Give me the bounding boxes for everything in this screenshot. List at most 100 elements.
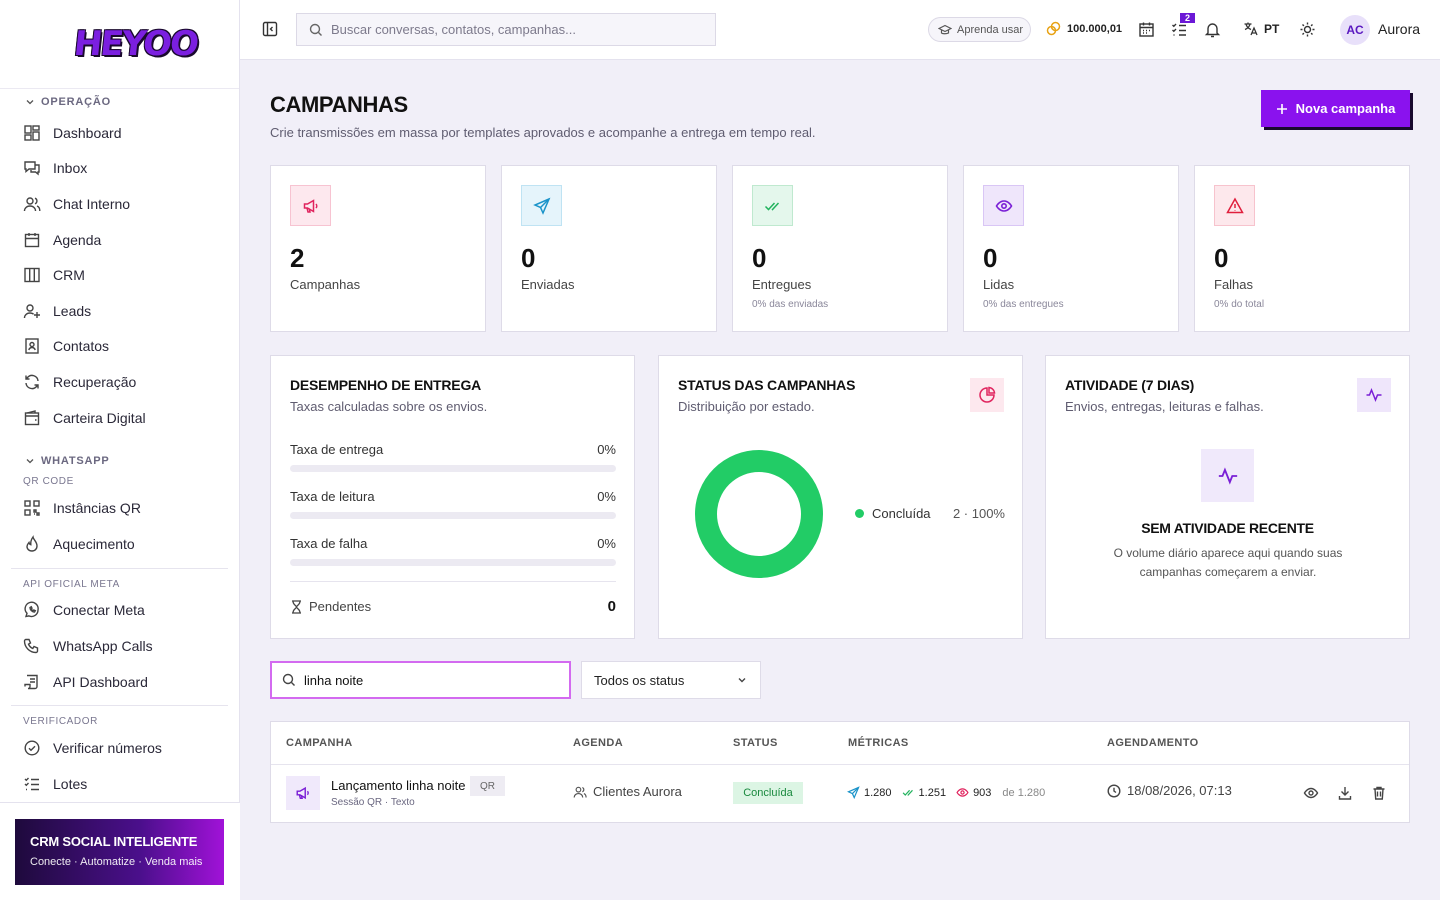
stat-value: 0: [1214, 243, 1229, 273]
panel-subtitle: Taxas calculadas sobre os envios.: [290, 399, 488, 414]
stat-label: Falhas: [1214, 277, 1254, 292]
divider: [11, 705, 228, 707]
donut-slice-conclu-da[interactable]: [695, 450, 823, 578]
subsection-api-oficial: API OFICIAL META: [23, 578, 120, 590]
sidebar-item-chat-interno[interactable]: Chat Interno: [11, 186, 228, 222]
sidebar-item-leads[interactable]: Leads: [11, 293, 228, 329]
panel-subtitle: Envios, entregas, leituras e falhas.: [1065, 399, 1264, 414]
rate-progress-bar: [290, 512, 616, 519]
sidebar-item-dashboard[interactable]: Dashboard: [11, 115, 228, 151]
metric-sent-value: 1.280: [864, 786, 892, 799]
stat-label: Enviadas: [521, 277, 575, 292]
sidebar-item-label: Aquecimento: [53, 535, 135, 552]
sidebar-item-contatos[interactable]: Contatos: [11, 329, 228, 365]
sidebar-item-api-dashboard[interactable]: API Dashboard: [11, 664, 228, 700]
global-search[interactable]: [296, 13, 716, 46]
users-icon: [23, 197, 41, 212]
column-header-agendamento[interactable]: AGENDAMENTO: [1107, 737, 1199, 749]
page-subtitle: Crie transmissões em massa por templates…: [270, 125, 816, 140]
sidebar-footer: CRM SOCIAL INTELIGENTE Conecte · Automat…: [0, 802, 240, 900]
metric-delivered-value: 1.251: [918, 786, 947, 799]
stat-note: 0% das entregues: [983, 299, 1064, 310]
sidebar-item-aquecimento[interactable]: Aquecimento: [11, 526, 228, 562]
stat-note: 0% das enviadas: [752, 299, 829, 310]
new-campaign-button[interactable]: Nova campanha: [1261, 90, 1410, 127]
logo-area: HEYOO: [0, 0, 239, 89]
campaign-name[interactable]: Lançamento linha noite: [331, 778, 466, 793]
column-header-agenda[interactable]: AGENDA: [573, 737, 624, 749]
campaign-search-input[interactable]: [304, 672, 554, 688]
download-icon[interactable]: [1337, 785, 1353, 801]
sidebar-item-lotes[interactable]: Lotes: [11, 766, 228, 802]
trash-icon[interactable]: [1371, 785, 1387, 801]
section-whatsapp[interactable]: WHATSAPP: [11, 448, 228, 474]
promo-banner[interactable]: CRM SOCIAL INTELIGENTE Conecte · Automat…: [15, 819, 224, 885]
plus-icon: [1276, 103, 1287, 114]
sidebar-item-label: Contatos: [53, 338, 110, 355]
sidebar-item-label: Carteira Digital: [53, 409, 146, 426]
users-icon: [573, 786, 587, 797]
phone-icon: [23, 638, 39, 654]
pie-chart-icon: [970, 378, 1004, 412]
delivery-performance-panel: DESEMPENHO DE ENTREGA Taxas calculadas s…: [270, 355, 635, 639]
rate-row: Taxa de falha 0%: [290, 536, 616, 566]
username[interactable]: Aurora: [1378, 21, 1421, 37]
language-label: PT: [1264, 21, 1280, 36]
status-filter-select[interactable]: Todos os status: [581, 661, 761, 699]
sidebar-nav: OPERAÇÃO Dashboard Inbox Chat Interno Ag…: [0, 89, 239, 802]
kanban-icon: [24, 267, 40, 283]
chat-bubbles-icon: [24, 161, 40, 176]
view-icon[interactable]: [1303, 785, 1319, 801]
tasks-icon[interactable]: [1171, 21, 1188, 38]
heyoo-logo[interactable]: HEYOO: [71, 24, 200, 64]
sidebar: HEYOO OPERAÇÃO Dashboard Inbox Chat Inte…: [0, 0, 240, 900]
double-check-icon: [902, 789, 913, 796]
megaphone-icon: [286, 776, 320, 810]
search-icon: [282, 673, 295, 686]
sun-icon[interactable]: [1299, 21, 1316, 38]
eye-icon: [983, 185, 1024, 226]
sidebar-item-crm[interactable]: CRM: [11, 257, 228, 293]
sidebar-item-carteira[interactable]: Carteira Digital: [11, 400, 228, 436]
sidebar-item-label: CRM: [53, 267, 85, 284]
sidebar-item-instancias-qr[interactable]: Instâncias QR: [11, 490, 228, 526]
campaign-meta: Sessão QR · Texto: [331, 797, 415, 808]
stat-note: 0% do total: [1214, 299, 1265, 310]
sidebar-item-label: Inbox: [53, 160, 88, 177]
column-header-campanha[interactable]: CAMPANHA: [286, 737, 353, 749]
sidebar-item-verificar[interactable]: Verificar números: [11, 730, 228, 766]
language-switcher[interactable]: PT: [1243, 21, 1279, 36]
avatar[interactable]: AC: [1340, 15, 1370, 45]
stat-label: Entregues: [752, 277, 812, 292]
learn-button[interactable]: Aprenda usar: [928, 17, 1031, 42]
sidebar-item-whatsapp-calls[interactable]: WhatsApp Calls: [11, 628, 228, 664]
column-header-metricas[interactable]: MÉTRICAS: [848, 737, 909, 749]
credits-balance[interactable]: 100.000,01: [1046, 21, 1122, 36]
chart-legend: Concluída 2 · 100%: [855, 506, 1005, 521]
stat-card-campanhas: 2 Campanhas: [270, 165, 486, 332]
learn-label: Aprenda usar: [957, 23, 1024, 36]
calendar-icon[interactable]: [1138, 21, 1155, 38]
global-search-input[interactable]: [331, 22, 711, 37]
activity-panel: ATIVIDADE (7 DIAS) Envios, entregas, lei…: [1045, 355, 1410, 639]
metric-read-value: 903: [973, 786, 992, 799]
rate-label: Taxa de leitura: [290, 489, 375, 504]
sidebar-item-inbox[interactable]: Inbox: [11, 151, 228, 187]
column-header-status[interactable]: STATUS: [733, 737, 778, 749]
section-label: OPERAÇÃO: [41, 96, 111, 108]
sidebar-item-agenda[interactable]: Agenda: [11, 222, 228, 258]
section-operacao[interactable]: OPERAÇÃO: [11, 89, 228, 115]
status-donut-chart: [695, 450, 823, 578]
stat-card-enviadas: 0 Enviadas: [501, 165, 717, 332]
megaphone-icon: [290, 185, 331, 226]
sidebar-item-recuperacao[interactable]: Recuperação: [11, 364, 228, 400]
rate-row: Taxa de entrega 0%: [290, 442, 616, 472]
sidebar-toggle-icon[interactable]: [262, 21, 278, 37]
campaign-search[interactable]: [270, 661, 571, 699]
divider: [11, 567, 228, 569]
bell-icon[interactable]: [1204, 21, 1221, 38]
sidebar-item-conectar-meta[interactable]: Conectar Meta: [11, 593, 228, 629]
legend-value: 2 · 100%: [952, 506, 1005, 521]
agenda-cell: Clientes Aurora: [573, 784, 682, 799]
coins-icon: [1046, 21, 1061, 36]
